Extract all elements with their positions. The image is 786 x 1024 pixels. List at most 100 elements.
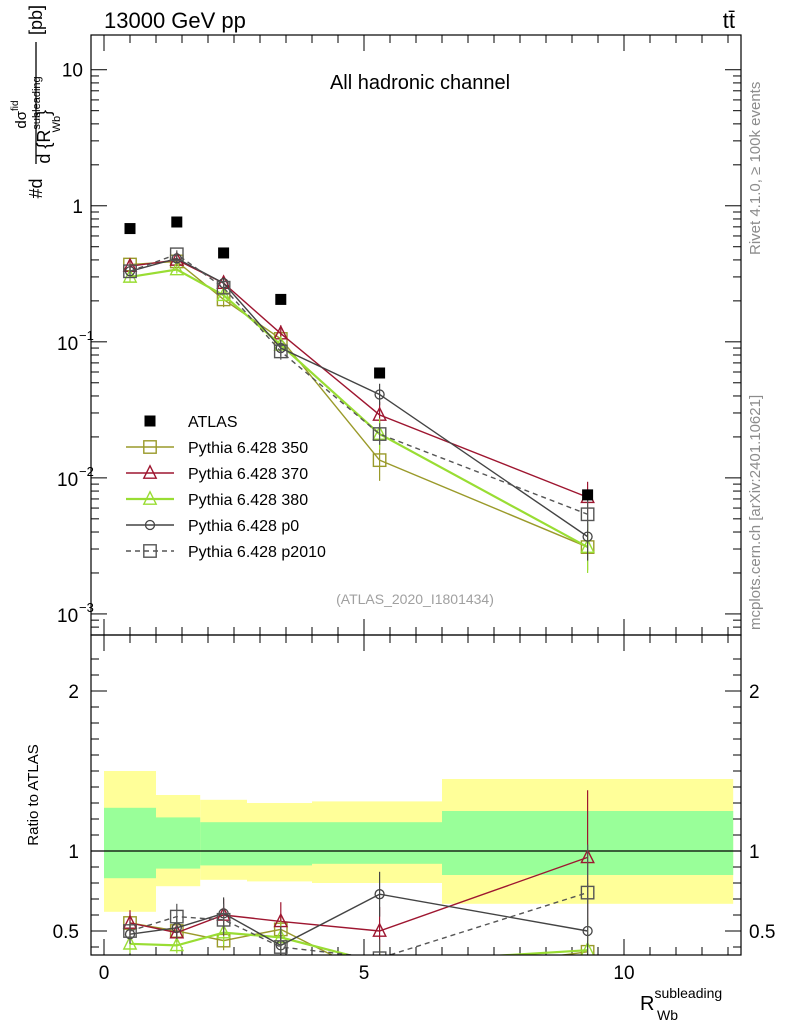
y-tick-label: 10 xyxy=(57,470,78,491)
y-tick-exponent: −2 xyxy=(79,464,94,479)
series-line xyxy=(129,893,588,947)
atlas-point xyxy=(582,489,594,501)
legend-item-2: Pythia 6.428 380 xyxy=(126,490,308,509)
data-point xyxy=(374,389,385,400)
legend-marker xyxy=(144,415,156,427)
x-tick-label: 5 xyxy=(359,963,370,984)
data-point xyxy=(216,923,231,939)
data-point xyxy=(123,924,137,938)
atlas-point xyxy=(124,223,136,235)
uncertainty-band-inner xyxy=(104,807,156,879)
legend-label: Pythia 6.428 p0 xyxy=(188,518,299,535)
legend-item-3: Pythia 6.428 p0 xyxy=(126,518,299,535)
data-point xyxy=(216,280,231,295)
y-tick-exponent: −3 xyxy=(79,600,94,615)
data-point xyxy=(273,940,288,954)
y-tick-label: 10 xyxy=(57,334,78,355)
series-3 xyxy=(124,253,593,561)
y-tick-label: 1 xyxy=(68,842,79,863)
uncertainty-band-inner xyxy=(200,822,247,866)
header-energy-label: 13000 GeV pp xyxy=(104,8,246,33)
series-line xyxy=(129,268,589,549)
series-2 xyxy=(122,918,595,955)
series-line xyxy=(129,257,588,538)
x-axis-label-base: R xyxy=(640,993,654,1015)
data-point xyxy=(580,941,595,955)
legend-item-1: Pythia 6.428 370 xyxy=(126,464,308,483)
data-point xyxy=(580,885,595,900)
data-point xyxy=(372,951,387,955)
x-tick-label: 10 xyxy=(613,963,634,984)
y-tick-exponent: −1 xyxy=(79,328,94,343)
data-point xyxy=(372,922,387,937)
legend-label: Pythia 6.428 p2010 xyxy=(188,544,326,561)
series-line xyxy=(129,891,588,955)
y-tick-label-right: 0.5 xyxy=(749,922,775,943)
legend: ATLAS Pythia 6.428 350 Pythia 6.428 370 Pyt… xyxy=(126,414,326,561)
main-y-axis-label: #d dσfid d {Rsubleading Wb} [pb] xyxy=(2,5,63,199)
y-tick-label: 10 xyxy=(62,61,83,82)
header-process-label: tt̄ xyxy=(723,8,735,33)
data-point xyxy=(123,264,137,279)
legend-item-0: Pythia 6.428 350 xyxy=(126,440,308,457)
data-point xyxy=(372,453,387,468)
legend-marker xyxy=(143,544,157,558)
atlas-data xyxy=(124,216,594,501)
data-point xyxy=(122,935,138,950)
y-tick-label: 10 xyxy=(57,606,78,627)
data-point xyxy=(169,909,184,924)
legend-label: ATLAS xyxy=(188,414,238,431)
data-point xyxy=(169,247,184,262)
data-point xyxy=(216,912,231,927)
y-tick-label-right: 1 xyxy=(749,842,760,863)
atlas-point xyxy=(218,247,230,259)
data-point xyxy=(169,936,185,952)
legend-marker xyxy=(142,464,158,479)
legend-label: Pythia 6.428 380 xyxy=(188,492,308,509)
series-4 xyxy=(123,844,595,955)
atlas-point xyxy=(275,293,287,305)
x-axis-label-sup: subleading xyxy=(654,985,722,1001)
rivet-label: Rivet 4.1.0, ≥ 100k events xyxy=(747,82,764,255)
data-point xyxy=(169,260,185,276)
ratio-panel: 0.5 0.5 1 1 2 2 0 5 10 xyxy=(53,635,775,984)
data-point xyxy=(372,427,387,441)
x-axis-label: Rsubleading xyxy=(640,985,722,1015)
y-tick-label-right: 2 xyxy=(749,682,760,703)
data-point xyxy=(374,889,385,900)
y-tick-label: 2 xyxy=(68,682,79,703)
ratio-y-axis-label: Ratio to ATLAS xyxy=(25,744,42,845)
series-line xyxy=(129,259,588,498)
atlas-point xyxy=(374,367,386,379)
data-point xyxy=(273,344,288,359)
legend-item-atlas: ATLAS xyxy=(144,414,238,431)
legend-marker xyxy=(143,440,157,454)
legend-marker xyxy=(144,519,156,531)
legend-item-4: Pythia 6.428 p2010 xyxy=(126,544,326,561)
main-title: All hadronic channel xyxy=(330,72,510,94)
mcplots-label: mcplots.cern.ch [arXiv:2401.10621] xyxy=(747,395,764,630)
legend-marker xyxy=(142,490,158,505)
ylabel-text: #d dσfid d {Rsubleading Wb} [pb] xyxy=(2,5,63,199)
ratio-series xyxy=(122,790,595,955)
series-line xyxy=(129,856,588,934)
watermark: (ATLAS_2020_I1801434) xyxy=(336,591,494,607)
uncertainty-band-inner xyxy=(156,817,201,869)
data-point xyxy=(122,268,138,283)
ratio-panel-frame xyxy=(90,634,742,956)
atlas-point xyxy=(171,216,183,228)
legend-label: Pythia 6.428 350 xyxy=(188,440,308,457)
uncertainty-band-inner xyxy=(247,822,312,866)
data-point xyxy=(580,507,595,522)
series-line xyxy=(129,931,588,955)
y-tick-label: 0.5 xyxy=(53,922,79,943)
y-tick-label: 1 xyxy=(72,197,83,218)
legend-label: Pythia 6.428 370 xyxy=(188,466,308,483)
series-4 xyxy=(123,247,595,530)
x-tick-label: 0 xyxy=(99,963,110,984)
uncertainty-band-inner xyxy=(312,822,442,864)
x-axis-label-sub: Wb xyxy=(657,1007,678,1023)
data-point xyxy=(582,531,593,542)
